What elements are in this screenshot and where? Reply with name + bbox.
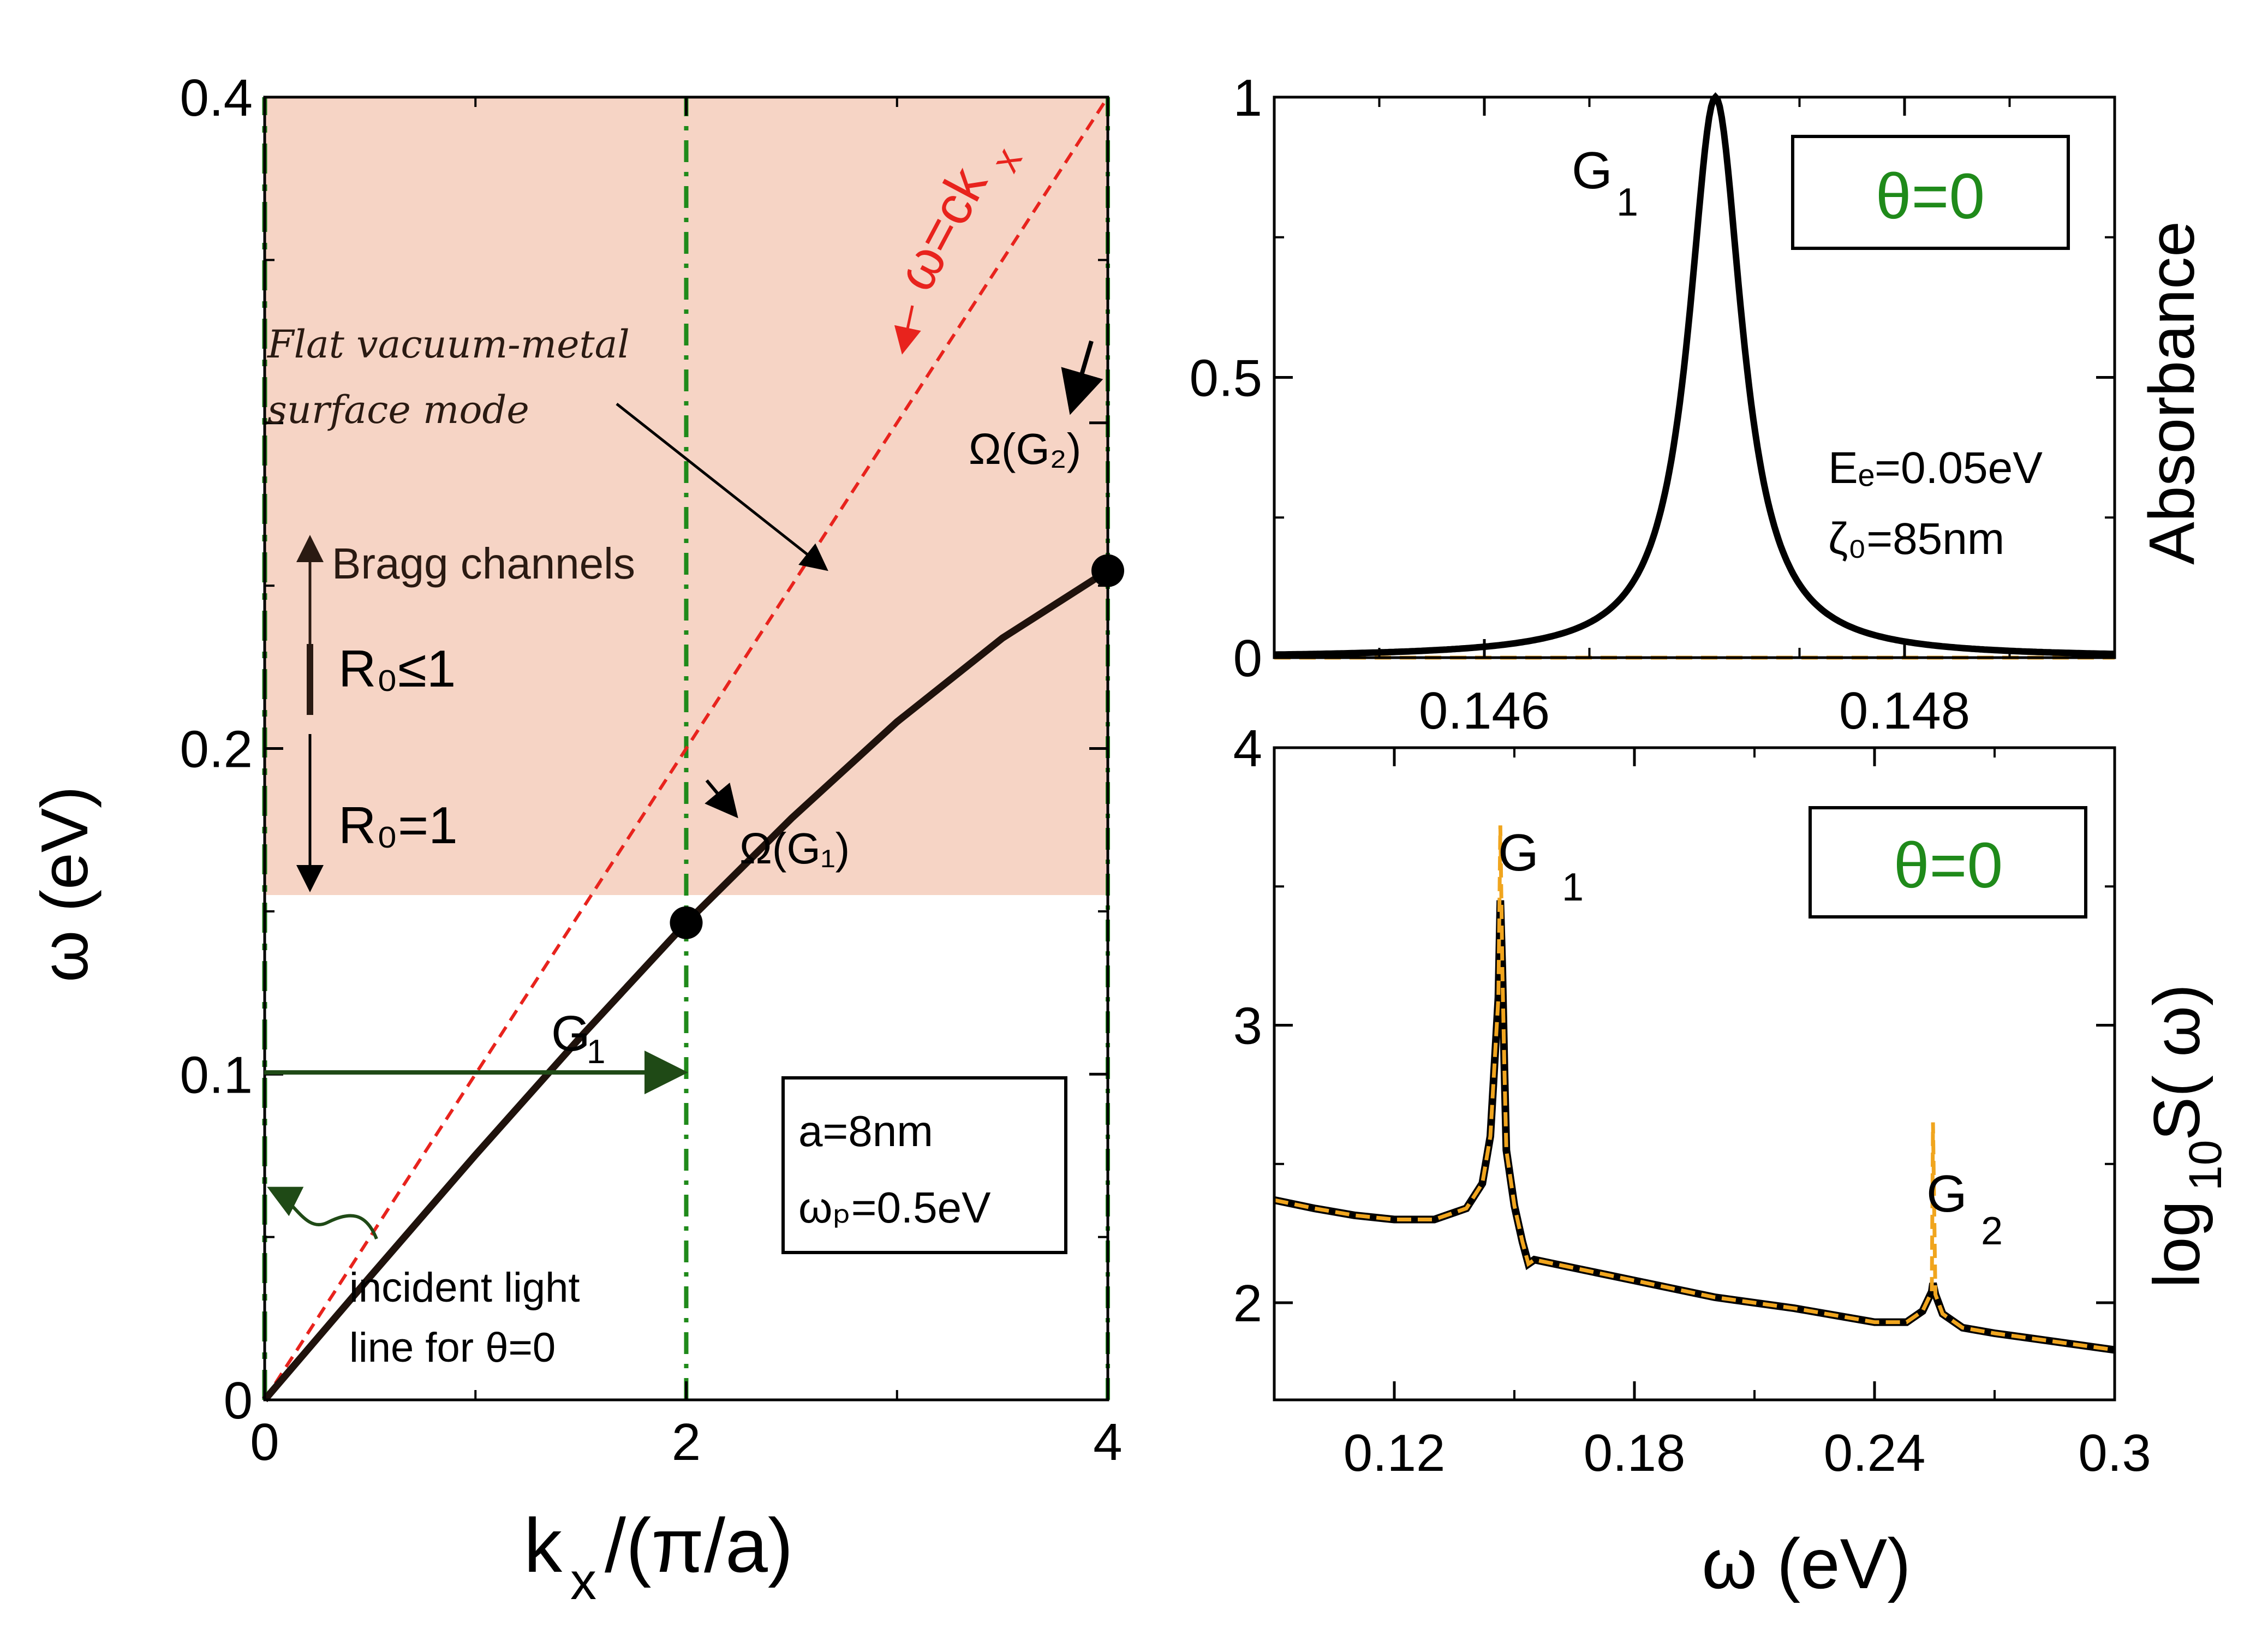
absorbance-ticks xyxy=(1274,96,2115,659)
y-tick-label: 2 xyxy=(1233,1274,1262,1333)
spectrum-y-label-sub: 10 xyxy=(2180,1140,2231,1191)
x-tick-label: 0.148 xyxy=(1839,682,1970,740)
x-tick-label: 0.18 xyxy=(1584,1424,1686,1482)
x-tick-label: 4 xyxy=(1093,1413,1122,1471)
spectrum-ticks xyxy=(1274,746,2116,1400)
x-axis-label: k x /(π/a) xyxy=(524,1502,793,1611)
g1-spectrum-label-sub: 1 xyxy=(1562,866,1584,909)
y-tick-label: 0 xyxy=(224,1371,253,1430)
flat-mode-label-line1: Flat vacuum-metal xyxy=(266,322,630,367)
y-tick-label: 1 xyxy=(1233,69,1262,127)
incident-light-label-line1: incident light xyxy=(349,1265,580,1311)
spectrum-curve-analytic xyxy=(1274,825,2115,1352)
x-axis-label-sub: x xyxy=(570,1552,596,1611)
y-tick-label: 0.5 xyxy=(1190,349,1262,408)
light-line-dashed xyxy=(263,96,1109,1401)
g2-spectrum-label-sub: 2 xyxy=(1981,1209,2003,1253)
x-tick-label: 2 xyxy=(672,1413,701,1471)
theta-label-bottom: θ=0 xyxy=(1894,830,2003,902)
g1-arrow-label: G xyxy=(551,1006,590,1061)
y-tick-label: 0.1 xyxy=(180,1046,253,1104)
r0-eq-label: R₀=1 xyxy=(338,796,458,855)
incident-light-pointer xyxy=(267,1186,378,1240)
x-axis-label-k: k xyxy=(524,1502,563,1588)
incident-light-label-line2: line for θ=0 xyxy=(349,1325,556,1371)
y-tick-label: 4 xyxy=(1233,719,1262,778)
spectrum-y-axis-label: log 10 S( ω) xyxy=(2140,984,2231,1288)
y-tick-label: 3 xyxy=(1233,997,1262,1055)
x-tick-label: 0 xyxy=(250,1413,279,1471)
theta-label-top: θ=0 xyxy=(1876,160,1985,232)
x-tick-label: 0.146 xyxy=(1419,682,1550,740)
r0-le-label: R₀≤1 xyxy=(338,640,456,698)
spectrum-plot-frame xyxy=(1273,746,2116,1402)
omega-g1-label: Ω(G₁) xyxy=(739,824,850,873)
flat-mode-label-line2: surface mode xyxy=(267,387,529,432)
zeta-label: ζ₀=85nm xyxy=(1828,514,2004,564)
omega-g2-pointer xyxy=(1061,340,1103,415)
y-tick-label: 0.4 xyxy=(180,69,253,127)
theta-box-bottom xyxy=(1809,806,2087,919)
spectrum-x-axis-label: ω (eV) xyxy=(1702,1524,1911,1603)
flat-mode-pointer xyxy=(616,403,828,571)
x-axis-label-tail: /(π/a) xyxy=(605,1502,793,1588)
y-axis-label: ω (eV) xyxy=(27,786,102,982)
x-tick-label: 0.3 xyxy=(2078,1424,2151,1482)
g1-arrow-label-sub: 1 xyxy=(587,1033,605,1071)
fermi-energy-label: Eₑ=0.05eV xyxy=(1828,443,2043,493)
bragg-channels-label: Bragg channels xyxy=(332,539,635,588)
absorbance-curve xyxy=(1274,92,2115,658)
absorbance-panel: 0.146 0.148 0 0.5 1 Absorbance G 1 θ=0 E… xyxy=(1190,69,2208,740)
x-tick-label: 0.12 xyxy=(1344,1424,1446,1482)
g2-spectrum-label: G xyxy=(1926,1165,1967,1223)
spectrum-y-label-tail: S( ω) xyxy=(2140,984,2213,1141)
g1-peak-label-sub: 1 xyxy=(1616,181,1638,224)
spectrum-y-label-log: log xyxy=(2140,1201,2213,1288)
spectrum-curve-numeric xyxy=(1273,900,2115,1354)
g1-spectrum-label: G xyxy=(1498,824,1539,882)
g1-peak-label: G xyxy=(1572,141,1613,200)
param-a-label: a=8nm xyxy=(798,1107,933,1155)
omega-g1-pointer xyxy=(705,779,738,819)
light-line-pointer xyxy=(894,305,921,355)
omega-g2-label: Ω(G₂) xyxy=(969,425,1081,473)
dispersion-panel: 0 2 4 0 0.1 0.2 0.4 ω (eV) k x /(π/a) ω=… xyxy=(27,69,1124,1611)
spectrum-panel: 0.12 0.18 0.24 0.3 2 3 4 ω (eV) log 10 S… xyxy=(1233,719,2231,1603)
y-tick-label: 0 xyxy=(1233,629,1262,688)
absorbance-y-axis-label: Absorbance xyxy=(2136,221,2208,565)
y-tick-label: 0.2 xyxy=(180,720,253,779)
param-wp-label: ωₚ=0.5eV xyxy=(798,1183,991,1232)
x-tick-label: 0.24 xyxy=(1824,1424,1926,1482)
point-omega-g1 xyxy=(670,906,703,939)
theta-box-top xyxy=(1791,135,2070,250)
parameter-box xyxy=(781,1076,1067,1254)
